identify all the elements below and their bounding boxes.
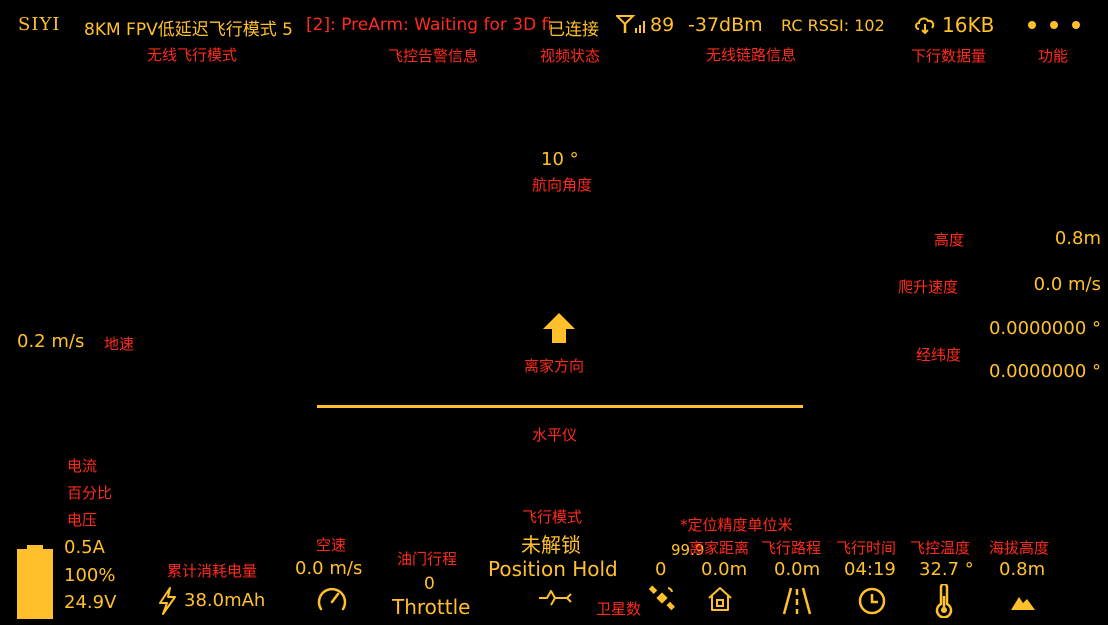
lightning-icon: [157, 587, 177, 615]
label-flight-mode: 飞行模式: [522, 508, 583, 526]
label-latlon: 经纬度: [916, 346, 962, 364]
label-ground-speed: 地速: [104, 335, 135, 353]
label-home-distance: 离家距离: [689, 539, 750, 557]
downlink-value: 16KB: [942, 13, 995, 37]
label-heading: 航向角度: [532, 176, 593, 194]
label-voltage: 电压: [67, 511, 98, 529]
throttle-text: Throttle: [392, 595, 471, 619]
label-airspeed: 空速: [316, 536, 347, 554]
fc-alert-text[interactable]: [2]: PreArm: Waiting for 3D fi: [306, 15, 550, 35]
label-fc-alert: 飞控告警信息: [388, 47, 479, 65]
drone-icon: [537, 588, 573, 608]
signal-icon: [616, 14, 648, 34]
battery-fill: [17, 549, 53, 619]
voltage-value: 24.9V: [64, 592, 117, 613]
hdop-value: 99.9: [671, 541, 705, 559]
flight-path-value: 0.0m: [774, 559, 821, 580]
home-distance-value: 0.0m: [701, 559, 748, 580]
throttle-value: 0: [424, 574, 435, 594]
climb-rate-value: 0.0 m/s: [1033, 274, 1101, 295]
heading-value: 10 °: [541, 149, 579, 170]
label-altitude-asl: 海拔高度: [989, 539, 1050, 557]
cloud-download-icon: [914, 15, 936, 35]
label-downlink: 下行数据量: [911, 47, 987, 65]
flight-time-value: 04:19: [844, 559, 896, 580]
thermometer-icon: [934, 584, 954, 618]
arm-status: 未解锁: [521, 533, 581, 557]
sat-count-value: 0: [655, 559, 667, 580]
clock-icon: [857, 586, 887, 616]
altitude-asl-value: 0.8m: [999, 559, 1046, 580]
video-status-text[interactable]: 已连接: [548, 20, 599, 40]
percent-value: 100%: [64, 565, 116, 586]
label-current: 电流: [67, 457, 98, 475]
label-menu: 功能: [1038, 47, 1069, 65]
signal-value: 89: [650, 14, 675, 36]
current-value: 0.5A: [64, 537, 105, 558]
label-flight-time: 飞行时间: [836, 539, 897, 557]
longitude-value: 0.0000000 °: [988, 361, 1101, 382]
label-satellites: 卫星数: [596, 600, 642, 618]
rc-rssi-value: RC RSSI: 102: [781, 16, 885, 35]
label-home-direction: 离家方向: [524, 357, 585, 375]
home-icon: [707, 586, 733, 612]
battery-icon: [17, 545, 53, 619]
label-fc-temp: 飞控温度: [910, 539, 971, 557]
label-consumed: 累计消耗电量: [167, 562, 258, 580]
wireless-mode-text[interactable]: 8KM FPV低延迟飞行模式 5: [84, 20, 293, 40]
app-logo: SIYI: [18, 14, 61, 35]
label-link-info: 无线链路信息: [706, 46, 797, 64]
label-throttle: 油门行程: [397, 550, 458, 568]
latitude-value: 0.0000000 °: [988, 318, 1101, 339]
label-video-status: 视频状态: [540, 47, 601, 65]
satellite-icon: [648, 584, 676, 612]
flight-mode-value[interactable]: Position Hold: [488, 557, 618, 581]
gps-precision-note: *定位精度单位米: [680, 516, 793, 534]
label-wireless-mode: 无线飞行模式: [147, 46, 238, 64]
label-horizon: 水平仪: [532, 426, 578, 444]
ground-speed-value: 0.2 m/s: [17, 331, 85, 352]
home-direction-arrow-icon: [542, 312, 576, 344]
dbm-value: -37dBm: [688, 14, 763, 36]
more-dots-icon[interactable]: [1028, 20, 1082, 30]
label-percent: 百分比: [67, 484, 113, 502]
airspeed-value: 0.0 m/s: [295, 558, 363, 579]
label-flight-path: 飞行路程: [761, 539, 822, 557]
mountain-icon: [1010, 593, 1036, 611]
fc-temp-value: 32.7 °: [919, 559, 974, 580]
label-climb-rate: 爬升速度: [898, 278, 959, 296]
road-icon: [782, 586, 812, 616]
label-altitude: 高度: [934, 231, 965, 249]
consumed-value: 38.0mAh: [184, 590, 266, 611]
horizon-line: [317, 405, 803, 408]
speedometer-icon: [316, 585, 348, 613]
altitude-value: 0.8m: [1054, 228, 1101, 249]
